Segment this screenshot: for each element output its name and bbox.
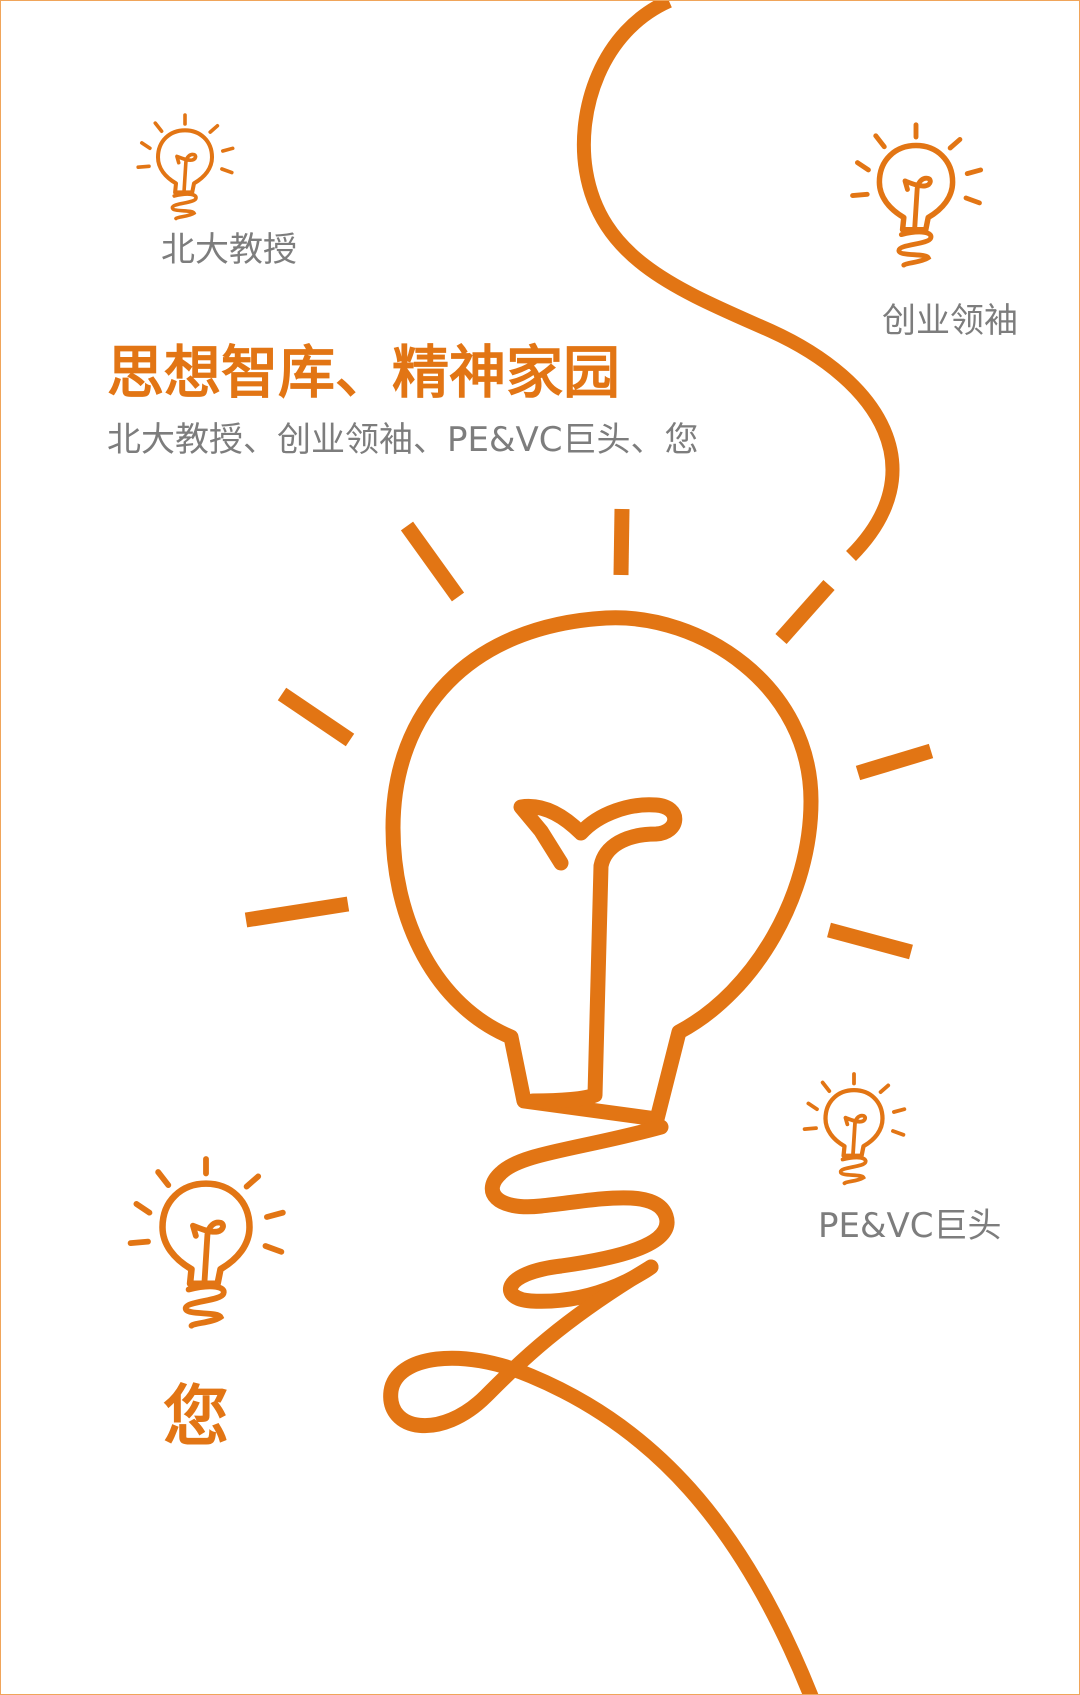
label-professor: 北大教授 — [161, 230, 297, 270]
bulb-investor-icon — [805, 1074, 905, 1183]
main-lightbulb-icon — [383, 610, 819, 1694]
label-you: 您 — [163, 1378, 229, 1455]
bulb-professor-icon — [138, 115, 233, 219]
label-investor: PE&VC巨头 — [818, 1206, 1002, 1246]
bulb-you-icon — [131, 1159, 283, 1326]
bulb-founder-icon — [853, 125, 981, 265]
headline: 思想智库、精神家园 — [107, 340, 620, 406]
subline: 北大教授、创业领袖、PE&VC巨头、您 — [107, 420, 699, 460]
label-founder: 创业领袖 — [882, 301, 1018, 341]
wire-top — [576, 1, 900, 561]
main-light-rays — [244, 508, 934, 960]
